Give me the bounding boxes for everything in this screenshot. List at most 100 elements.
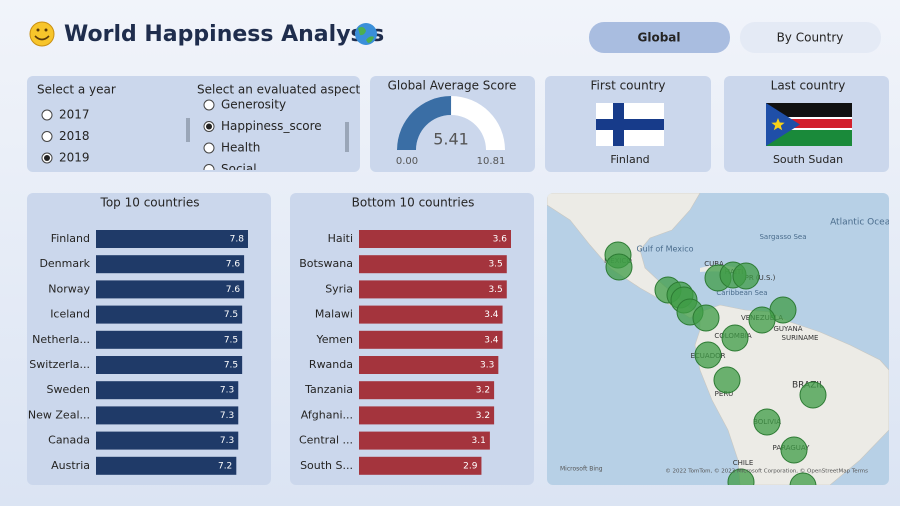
tab-label[interactable]: Global bbox=[637, 31, 680, 45]
bar[interactable] bbox=[359, 356, 499, 374]
gauge-value: 5.41 bbox=[433, 130, 469, 149]
radio-dot[interactable] bbox=[206, 123, 212, 130]
map-label: GUYANA bbox=[773, 325, 802, 333]
map-label: PERU bbox=[715, 390, 734, 398]
map-label: CUBA bbox=[704, 260, 724, 268]
country-name: Finland bbox=[610, 153, 649, 166]
map-copyright: © 2022 TomTom, © 2023 Microsoft Corporat… bbox=[665, 468, 868, 475]
bar[interactable] bbox=[359, 280, 507, 299]
map-marker[interactable] bbox=[753, 408, 781, 436]
card-title: First country bbox=[591, 79, 666, 93]
category-label: Haiti bbox=[328, 232, 353, 245]
scrollbar[interactable] bbox=[186, 118, 190, 142]
radio-label[interactable]: 2018 bbox=[59, 129, 90, 143]
page-title: World Happiness Analysis bbox=[64, 22, 384, 47]
map-marker[interactable] bbox=[780, 436, 808, 464]
gauge-min: 0.00 bbox=[396, 156, 418, 167]
bar[interactable] bbox=[96, 381, 239, 400]
bar[interactable] bbox=[96, 255, 245, 274]
filter-title: Select an evaluated aspect bbox=[197, 83, 360, 97]
radio-label[interactable]: Generosity bbox=[221, 98, 286, 112]
category-label: Sweden bbox=[47, 383, 90, 396]
value-label: 3.4 bbox=[484, 335, 499, 345]
map-marker[interactable] bbox=[748, 306, 776, 334]
value-label: 3.2 bbox=[476, 386, 490, 396]
category-label: Finland bbox=[51, 232, 90, 245]
category-label: Iceland bbox=[50, 308, 90, 321]
map-label: Caribbean Sea bbox=[716, 289, 767, 297]
tab[interactable] bbox=[740, 22, 881, 53]
bar[interactable] bbox=[96, 330, 243, 349]
map-provider: Microsoft Bing bbox=[560, 466, 603, 473]
map-label: Atlantic Ocean bbox=[830, 218, 896, 228]
value-label: 7.5 bbox=[224, 310, 238, 320]
scrollbar[interactable] bbox=[345, 122, 349, 152]
map-marker[interactable] bbox=[721, 324, 749, 352]
radio[interactable] bbox=[203, 164, 215, 175]
radio-label[interactable]: Social bbox=[221, 162, 257, 176]
gauge-fill bbox=[397, 95, 452, 150]
radio-label[interactable]: 2017 bbox=[59, 108, 90, 122]
bar[interactable] bbox=[96, 431, 239, 450]
bar[interactable] bbox=[359, 255, 507, 274]
card-title: Last country bbox=[771, 79, 846, 93]
bar[interactable] bbox=[359, 406, 495, 425]
radio[interactable] bbox=[41, 131, 53, 142]
value-label: 7.3 bbox=[220, 411, 234, 421]
value-label: 7.3 bbox=[220, 436, 234, 446]
bar[interactable] bbox=[96, 230, 248, 248]
value-label: 7.6 bbox=[226, 285, 241, 295]
category-label: Rwanda bbox=[309, 358, 353, 371]
value-label: 3.1 bbox=[472, 436, 486, 446]
category-label: Syria bbox=[325, 282, 353, 295]
bar[interactable] bbox=[96, 456, 237, 475]
map-label: Gulf of Mexico bbox=[636, 245, 693, 254]
smile-eye bbox=[44, 28, 48, 32]
bar[interactable] bbox=[359, 305, 503, 324]
category-label: Yemen bbox=[316, 333, 354, 346]
chart-title: Bottom 10 countries bbox=[352, 196, 475, 210]
bar[interactable] bbox=[96, 356, 243, 374]
map-marker[interactable] bbox=[732, 262, 760, 290]
map[interactable]: Atlantic Ocean Gulf of Mexico Caribbean Se… bbox=[547, 193, 896, 499]
map-marker[interactable] bbox=[799, 381, 827, 409]
globe-icon bbox=[355, 23, 377, 45]
bar[interactable] bbox=[96, 305, 243, 324]
value-label: 3.3 bbox=[480, 361, 494, 371]
bar[interactable] bbox=[96, 280, 245, 299]
bar[interactable] bbox=[96, 406, 239, 425]
map-marker[interactable] bbox=[727, 468, 755, 495]
bar[interactable] bbox=[359, 381, 495, 400]
value-label: 7.2 bbox=[218, 461, 232, 471]
bar[interactable] bbox=[359, 456, 482, 475]
map-marker[interactable] bbox=[789, 472, 817, 499]
radio-label[interactable]: Happiness_score bbox=[221, 119, 322, 133]
radio-dot[interactable] bbox=[44, 155, 50, 161]
radio[interactable] bbox=[203, 99, 215, 111]
radio-label[interactable]: Health bbox=[221, 141, 260, 155]
map-marker[interactable] bbox=[605, 253, 633, 281]
bar[interactable] bbox=[359, 230, 511, 248]
map-marker[interactable] bbox=[713, 366, 741, 394]
tab[interactable] bbox=[589, 22, 730, 53]
category-label: Denmark bbox=[39, 257, 90, 270]
bar[interactable] bbox=[359, 431, 490, 450]
bar[interactable] bbox=[359, 330, 503, 349]
smile-mouth bbox=[34, 35, 50, 41]
value-label: 7.5 bbox=[224, 335, 238, 345]
radio[interactable] bbox=[203, 142, 215, 154]
map-marker[interactable] bbox=[694, 341, 722, 369]
radio-label[interactable]: 2019 bbox=[59, 151, 90, 165]
category-label: Central ... bbox=[299, 434, 353, 447]
radio[interactable] bbox=[41, 109, 53, 121]
aspect-list: Generosity Happiness_score Health Social bbox=[203, 98, 322, 176]
category-label: Malawi bbox=[315, 308, 353, 321]
value-label: 3.5 bbox=[488, 285, 502, 295]
gauge-title: Global Average Score bbox=[388, 79, 517, 93]
map-marker[interactable] bbox=[692, 304, 720, 332]
chart-title: Top 10 countries bbox=[100, 196, 200, 210]
smile-icon bbox=[29, 21, 55, 47]
category-label: Afghani... bbox=[301, 408, 353, 421]
tab-label[interactable]: By Country bbox=[777, 31, 844, 45]
